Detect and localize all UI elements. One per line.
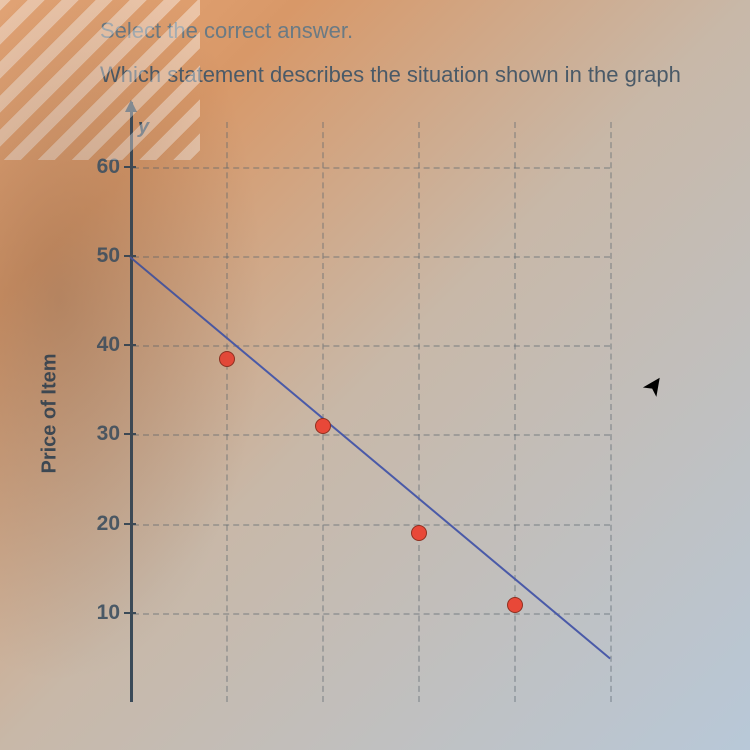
- y-tick-label: 10: [97, 601, 120, 625]
- gridline-v: [418, 122, 420, 702]
- gridline-v: [514, 122, 516, 702]
- gridline-h: [133, 434, 610, 436]
- y-tick: [124, 344, 136, 346]
- data-point: [315, 418, 331, 434]
- plot-area: y 102030405060: [130, 102, 610, 702]
- gridline-v: [322, 122, 324, 702]
- trend-line: [129, 256, 610, 659]
- y-tick-label: 20: [97, 512, 120, 536]
- data-point: [507, 597, 523, 613]
- gridline-h: [133, 345, 610, 347]
- gridline-v: [610, 122, 612, 702]
- y-axis-label: Price of Item: [39, 353, 62, 473]
- gridline-h: [133, 256, 610, 258]
- gridline-v: [226, 122, 228, 702]
- data-point: [219, 351, 235, 367]
- gridline-h: [133, 613, 610, 615]
- y-tick-label: 30: [97, 422, 120, 446]
- y-tick: [124, 166, 136, 168]
- gridline-h: [133, 524, 610, 526]
- y-tick-label: 40: [97, 333, 120, 357]
- y-tick: [124, 523, 136, 525]
- glare-stripes: [0, 0, 200, 160]
- y-tick: [124, 433, 136, 435]
- y-tick-label: 50: [97, 244, 120, 268]
- y-tick: [124, 612, 136, 614]
- gridline-h: [133, 167, 610, 169]
- chart-container: Price of Item y 102030405060: [60, 102, 620, 702]
- data-point: [411, 525, 427, 541]
